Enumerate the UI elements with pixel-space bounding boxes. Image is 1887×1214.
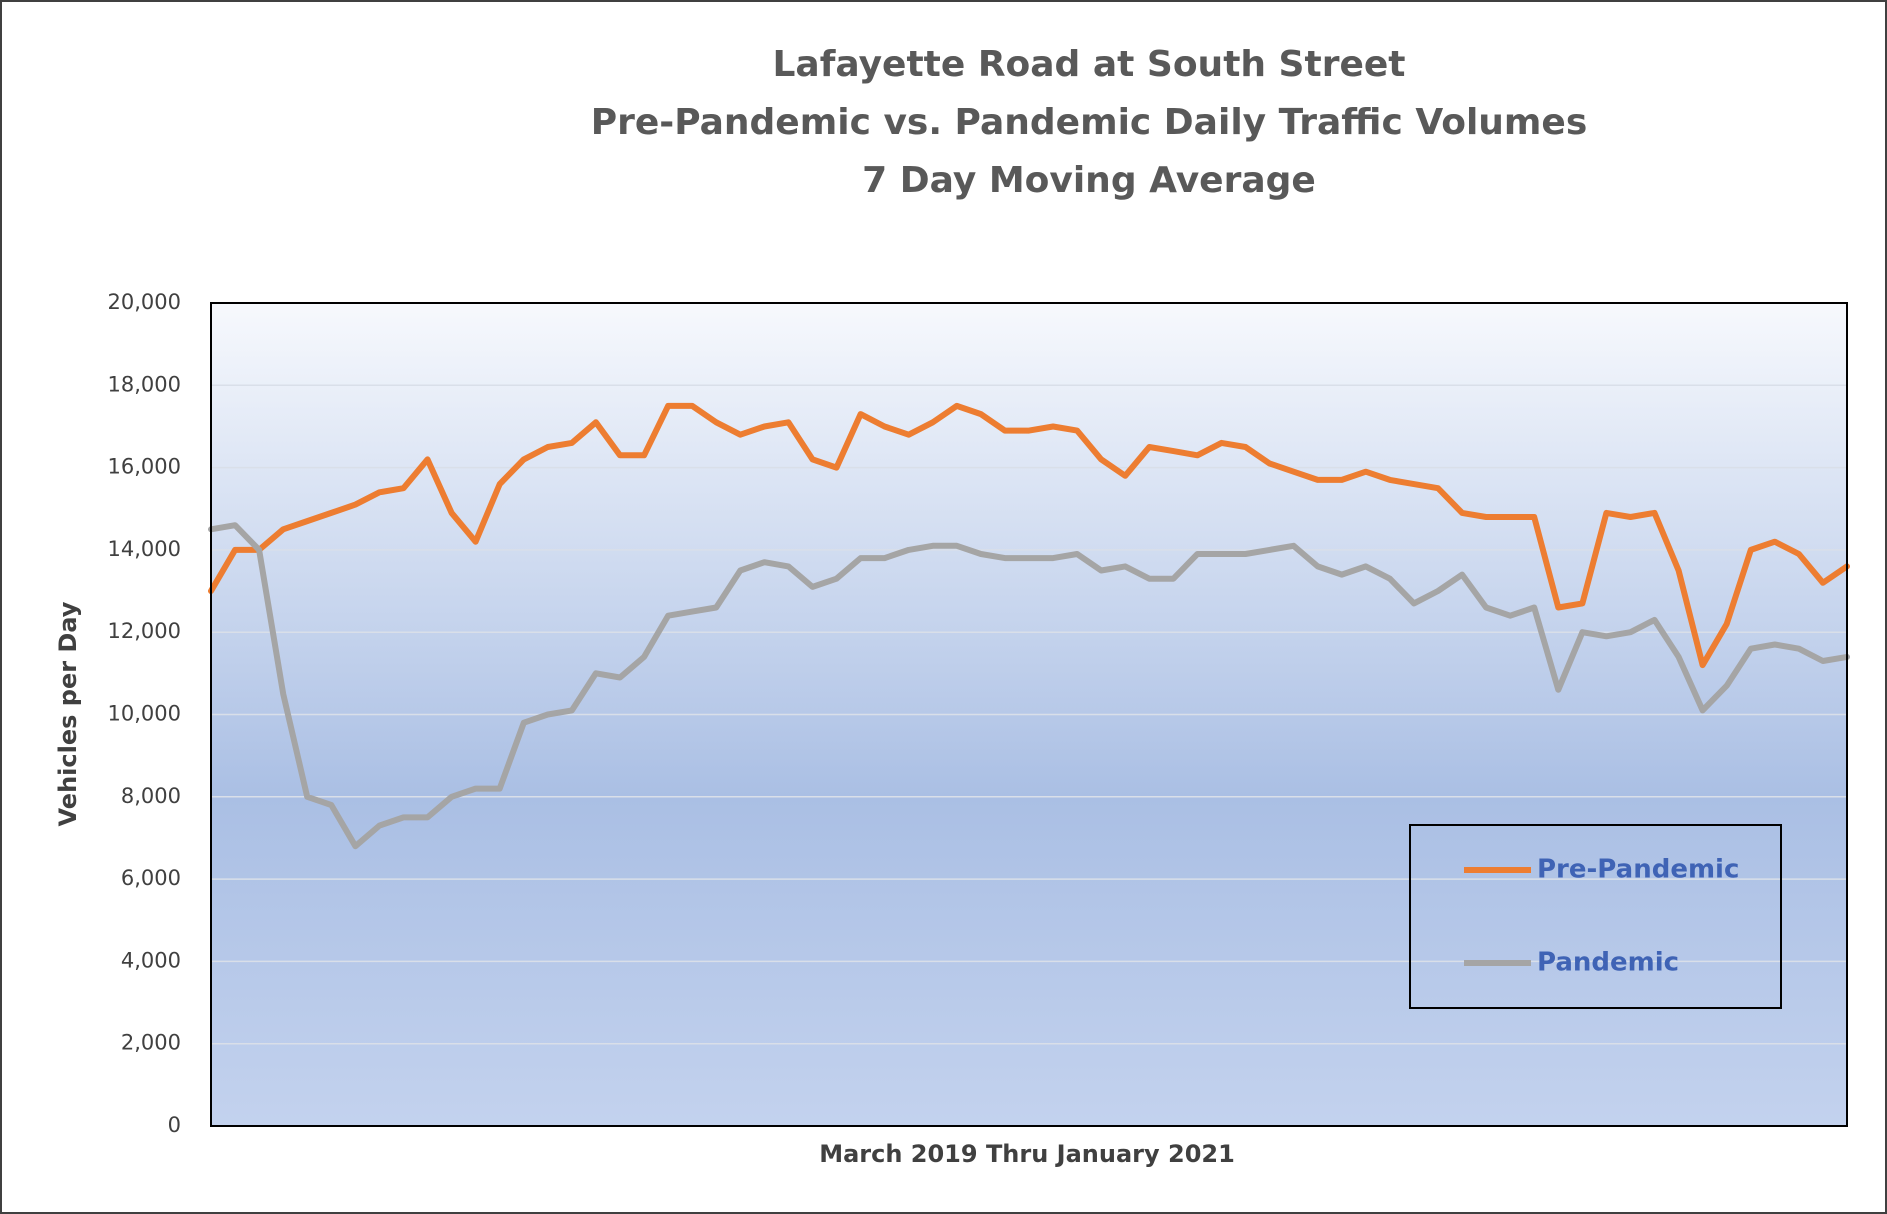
- plot-frame: [210, 302, 1848, 1127]
- y-tick-label: 8,000: [121, 784, 181, 808]
- y-tick-label: 12,000: [108, 619, 181, 643]
- y-tick-label: 2,000: [121, 1031, 181, 1055]
- lines: [208, 402, 1850, 850]
- y-tick-label: 0: [168, 1113, 181, 1137]
- y-tick-label: 14,000: [108, 537, 181, 561]
- legend-box: [1409, 824, 1782, 1009]
- x-axis-label: March 2019 Thru January 2021: [819, 1140, 1235, 1168]
- y-tick-label: 16,000: [108, 455, 181, 479]
- y-tick-label: 6,000: [121, 866, 181, 890]
- y-tick-label: 4,000: [121, 948, 181, 972]
- y-axis-label: Vehicles per Day: [54, 601, 82, 826]
- legend-label: Pre-Pandemic: [1537, 855, 1739, 885]
- series-line: [208, 522, 1850, 850]
- chart-title: Lafayette Road at South Street: [772, 44, 1405, 85]
- chart-title: 7 Day Moving Average: [862, 160, 1316, 201]
- chart-title: Pre-Pandemic vs. Pandemic Daily Traffic …: [591, 102, 1588, 143]
- y-tick-label: 20,000: [108, 290, 181, 314]
- legend: Pre-Pandemic Pandemic: [1409, 824, 1782, 1009]
- y-tick-label: 18,000: [108, 372, 181, 396]
- series-line: [208, 402, 1850, 669]
- y-tick-label: 10,000: [108, 702, 181, 726]
- legend-label: Pandemic: [1537, 948, 1679, 978]
